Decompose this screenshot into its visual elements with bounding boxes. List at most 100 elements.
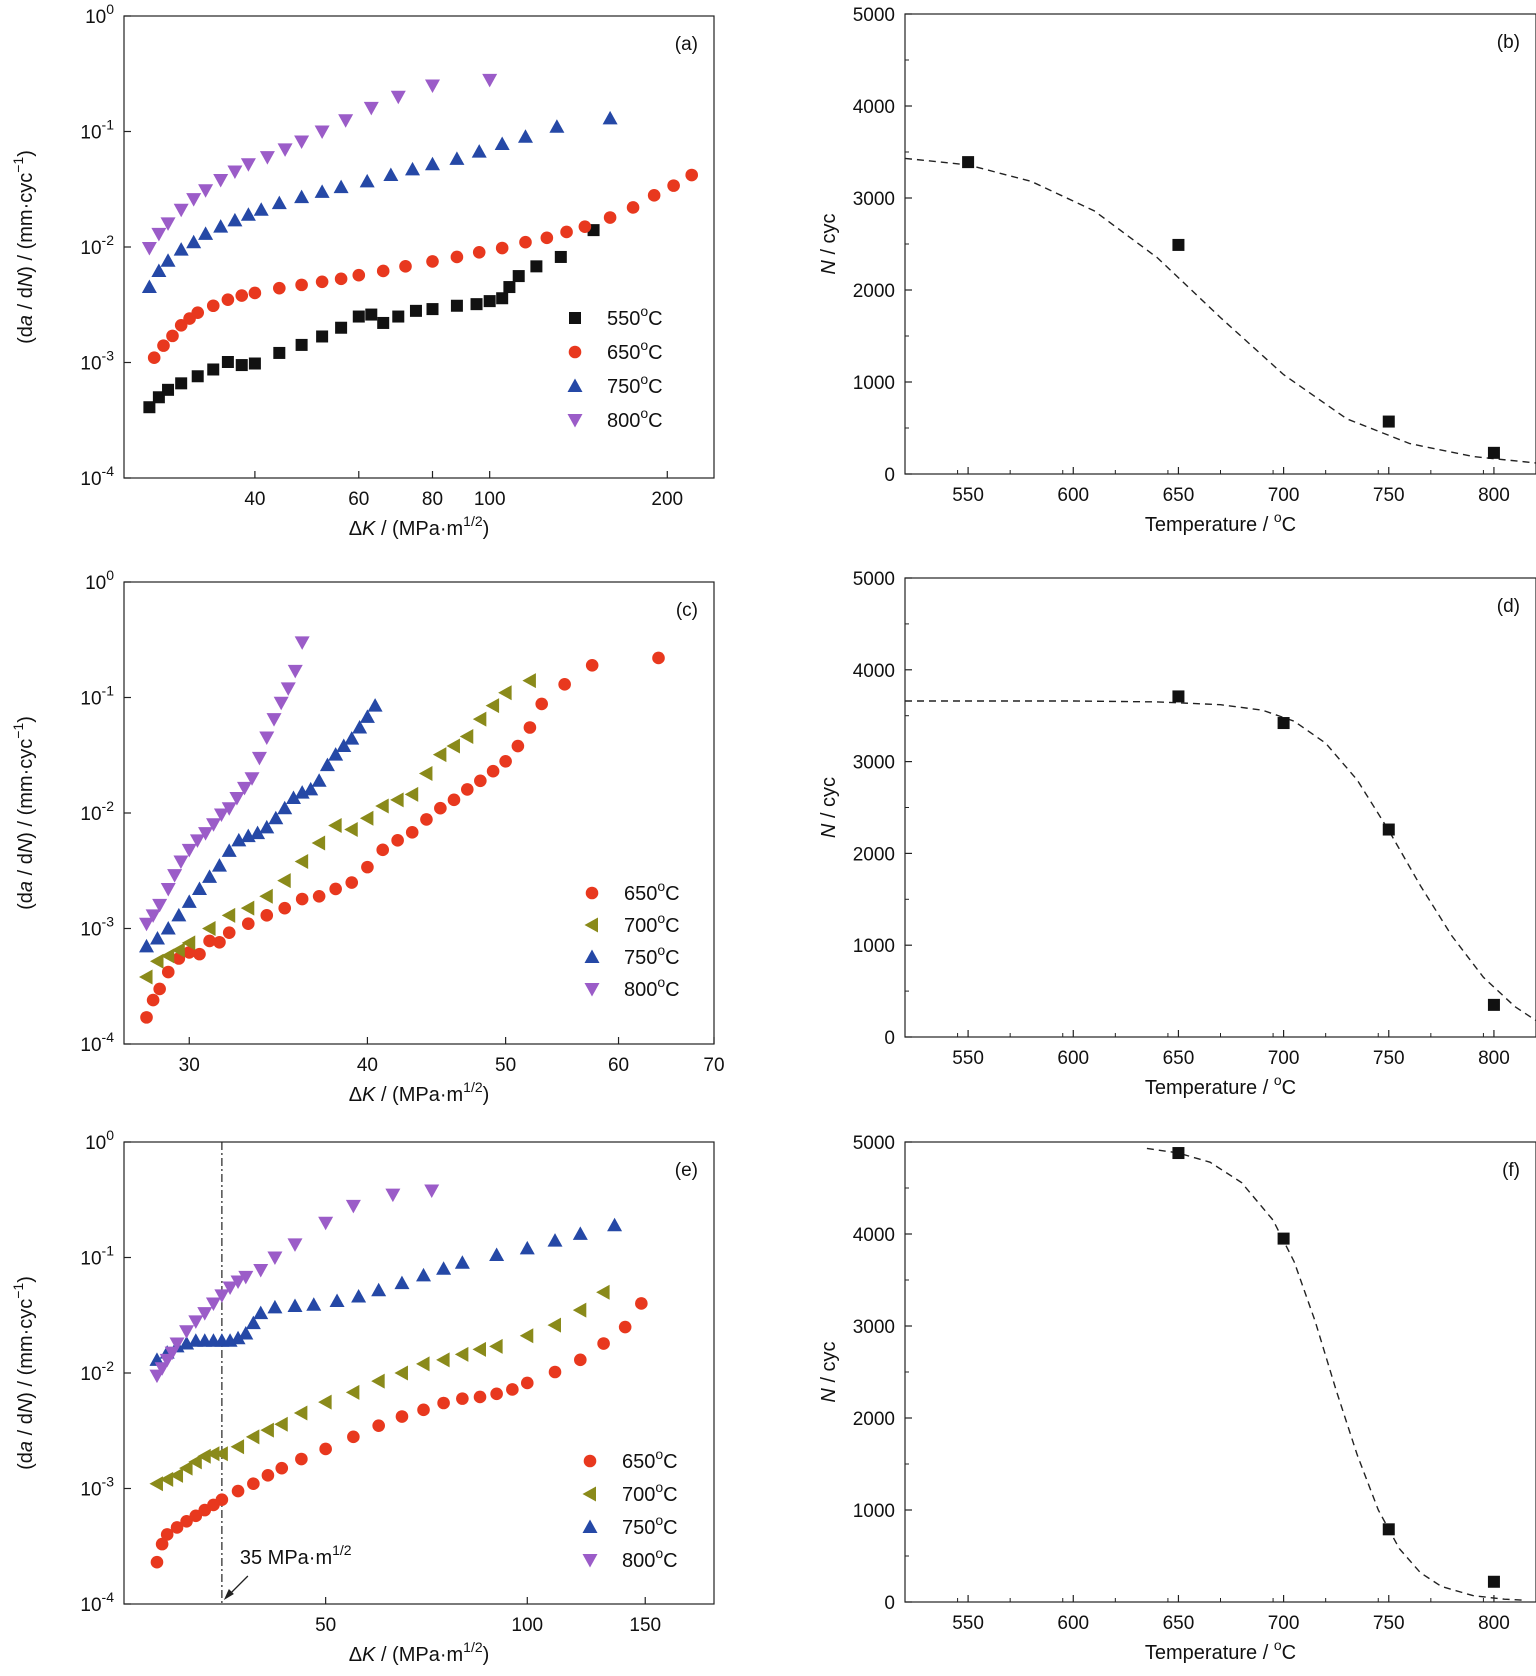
data-point [191,370,204,383]
y-tick-label: 10-4 [80,1589,114,1616]
data-point [213,808,229,823]
data-point [418,765,433,781]
data-point [145,909,161,923]
data-point [359,173,375,188]
data-point [231,832,247,847]
data-point [652,651,665,665]
data-point [237,781,253,796]
data-point [375,798,389,814]
data-point [520,1376,534,1390]
data-point [139,969,153,985]
legend-label: 550oC [607,303,663,330]
data-point [235,289,249,302]
data-point [248,357,261,370]
data-point [160,921,176,935]
data-point [506,1383,519,1396]
data-point [294,854,309,870]
data-point [416,1267,432,1282]
data-point [151,227,167,242]
y-tick-label: 10-3 [80,914,114,941]
data-point [597,1337,610,1350]
x-axis-title: ΔK / (MPa·m1/2) [349,1079,490,1106]
data-point [426,255,439,268]
data-point [333,179,349,194]
y-tick-label: 3000 [853,753,895,774]
data-point [450,299,463,312]
data-point [155,1537,169,1551]
data-point [151,263,167,277]
plot-frame [123,15,715,479]
plot-frame [904,1141,1536,1603]
data-point [221,293,235,306]
data-point [245,1315,261,1330]
data-point [238,1270,254,1285]
series-750 [141,110,618,294]
data-point [294,189,310,204]
data-point [1277,1232,1290,1245]
data-point [181,935,196,951]
y-tick-label: 10-1 [80,117,114,144]
x-tick-label: 600 [1057,1613,1089,1634]
data-point [181,894,197,908]
data-point [260,1422,274,1438]
data-point [496,292,509,305]
legend-label: 800oC [607,405,663,432]
data-point [424,79,440,94]
data-point [432,747,447,763]
data-point [470,298,483,311]
panel-b: (b) 550 600 650 700 750 800 0 1000 2000 3000 4000 50… [818,5,1536,536]
panel-label: (e) [675,1160,698,1181]
panel-label: (f) [1502,1160,1520,1181]
data-point [454,1346,469,1362]
legend-marker [568,345,582,359]
data-point [424,156,440,171]
data-point [424,1184,440,1199]
data-point [456,1392,469,1405]
y-tick-label: 1000 [853,373,895,394]
data-point [474,774,487,788]
x-axis-title: Temperature / oC [1145,1637,1296,1664]
data-point [169,1467,184,1483]
data-point [626,201,640,214]
data-point [303,781,319,796]
data-point [385,1188,401,1203]
data-point [295,278,308,292]
data-point [247,1477,260,1491]
x-tick-label: 750 [1373,1048,1405,1069]
data-point [159,1471,174,1487]
legend-marker [582,1486,596,1502]
y-tick-label: 10-2 [80,232,114,259]
data-point [549,119,565,133]
data-point [261,1469,275,1482]
data-point [277,873,291,889]
data-point [170,1521,184,1534]
legend-marker [583,1454,597,1468]
data-point [367,698,383,712]
series-650 [150,1297,648,1569]
data-point [409,304,422,317]
data-point [240,158,256,172]
data-point [169,1337,185,1352]
data-point [267,1251,283,1265]
data-point [490,1387,503,1401]
data-point [154,1362,170,1376]
data-point [437,1396,450,1410]
y-axis-title: (da / dN) / (mm·cyc−1) [10,150,37,344]
data-point [547,1317,562,1333]
legend-label: 650oC [622,1446,678,1473]
data-point [293,1405,308,1421]
data-point [1382,823,1395,836]
y-tick-label: 4000 [853,1225,895,1246]
data-point [1172,1147,1185,1160]
data-point [295,892,309,906]
data-point [277,800,293,815]
data-point [274,1416,288,1432]
panel-label: (a) [675,34,698,55]
y-tick-label: 2000 [853,281,895,302]
data-point [150,1555,164,1569]
data-point [230,1330,246,1345]
data-point [578,220,592,233]
data-point [227,212,243,227]
legend-marker [582,1554,598,1568]
x-tick-label: 600 [1057,1048,1089,1069]
